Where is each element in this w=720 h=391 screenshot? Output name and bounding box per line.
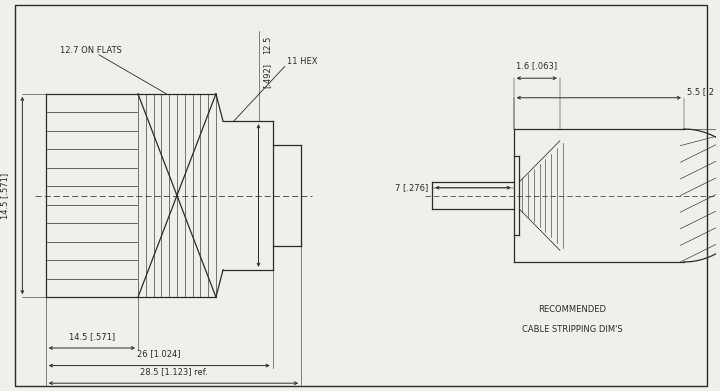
Text: 14.5 [.571]: 14.5 [.571]	[1, 172, 9, 219]
Text: [.492]: [.492]	[263, 63, 271, 88]
Text: 12.7 ON FLATS: 12.7 ON FLATS	[60, 46, 122, 55]
Text: 28.5 [1.123] ref.: 28.5 [1.123] ref.	[140, 367, 207, 376]
Text: 12.5: 12.5	[263, 35, 271, 54]
Text: 14.5 [.571]: 14.5 [.571]	[69, 332, 115, 341]
Text: 5.5 [.2: 5.5 [.2	[687, 87, 714, 96]
Text: 1.6 [.063]: 1.6 [.063]	[516, 61, 557, 70]
Text: 26 [1.024]: 26 [1.024]	[138, 350, 181, 359]
Text: CABLE STRIPPING DIM'S: CABLE STRIPPING DIM'S	[522, 325, 623, 334]
Text: 7 [.276]: 7 [.276]	[395, 183, 428, 192]
Text: RECOMMENDED: RECOMMENDED	[539, 305, 606, 314]
Text: 11 HEX: 11 HEX	[287, 57, 318, 66]
